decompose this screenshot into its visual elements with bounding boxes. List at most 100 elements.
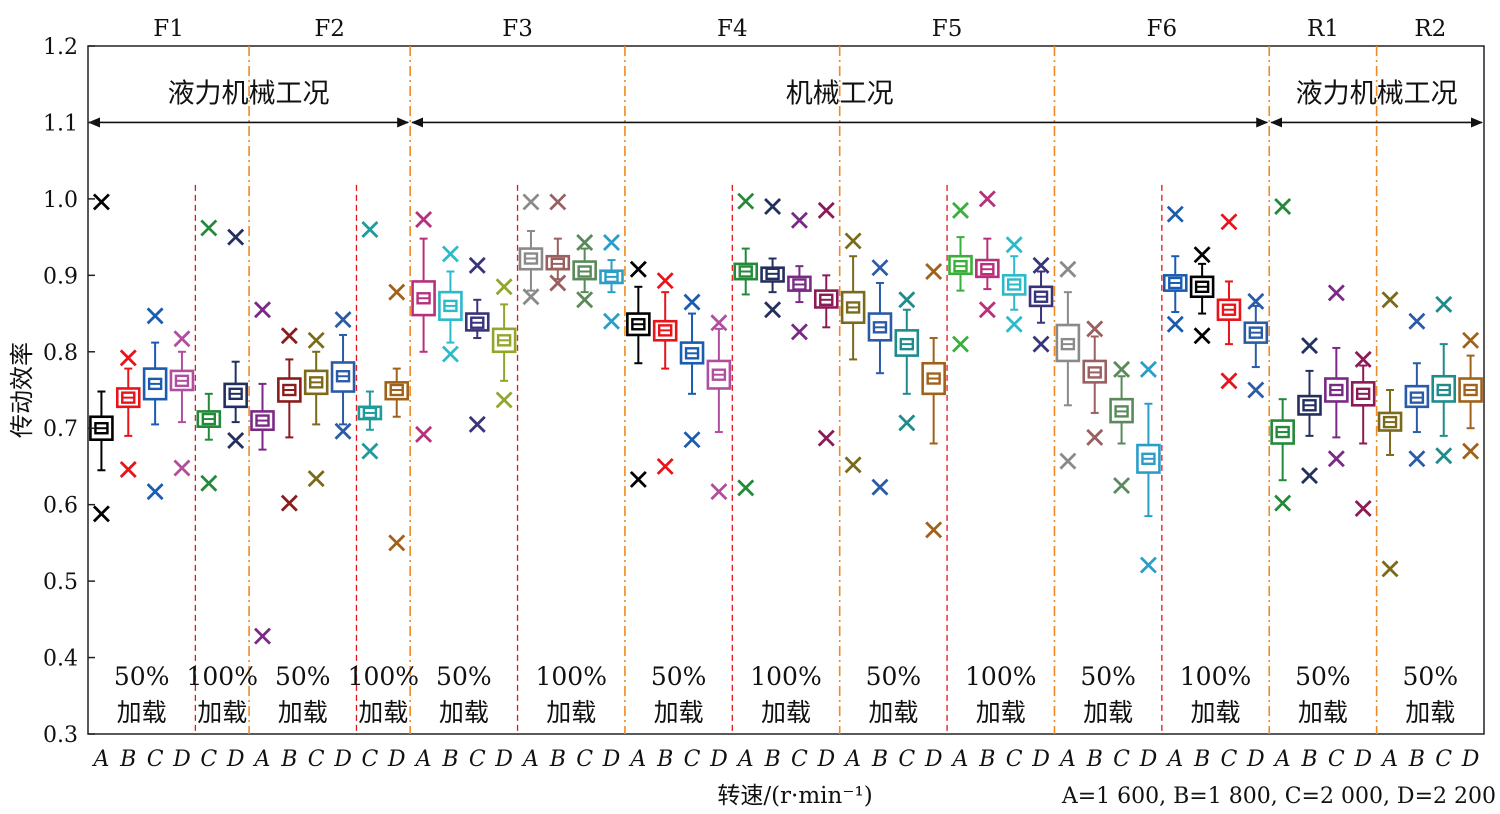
speed-tick-label: D — [1031, 747, 1050, 772]
outlier-high — [361, 220, 379, 238]
box-series — [89, 190, 1483, 645]
outlier-low — [952, 335, 969, 353]
outlier-low — [92, 505, 110, 523]
box-item — [1270, 198, 1295, 512]
box-item — [545, 193, 571, 292]
outlier-low — [1354, 499, 1372, 517]
outlier-low — [1113, 477, 1131, 495]
speed-tick-label: C — [308, 747, 325, 772]
outlier-high — [1354, 350, 1372, 368]
outlier-high — [1139, 360, 1157, 378]
load-percent-label: 50% — [436, 662, 492, 691]
speed-tick-label: D — [494, 747, 513, 772]
box-item — [867, 259, 893, 496]
box-item — [115, 349, 141, 478]
load-percent-label: 100% — [965, 662, 1036, 691]
load-labels: 50% 加载 100% 加载 50% 加载 100% 加载 50% 加载 100% 加载 50% 加载 10… — [114, 662, 1458, 727]
outlier-high — [898, 291, 916, 309]
box-item — [733, 192, 759, 497]
box-item — [169, 330, 195, 477]
box-item — [464, 256, 490, 433]
speed-tick-label: B — [978, 747, 995, 772]
outlier-high — [1462, 331, 1480, 349]
outlier-low — [1139, 556, 1157, 574]
y-tick-label: 1.0 — [43, 188, 78, 213]
outlier-high — [1381, 291, 1399, 309]
outlier-high — [1274, 198, 1292, 216]
speed-tick-label: C — [1113, 747, 1130, 772]
mode-label: 机械工况 — [786, 78, 894, 109]
speed-tick-label: C — [147, 747, 164, 772]
box-item — [894, 291, 920, 432]
speed-legend: A=1 600, B=1 800, C=2 000, D=2 200 — [1061, 784, 1496, 809]
speed-tick-label: A — [521, 747, 539, 772]
box-item — [384, 283, 410, 552]
outlier-high — [576, 233, 594, 251]
separator-lines — [194, 46, 1378, 734]
load-percent-label: 50% — [651, 662, 707, 691]
gear-label: F5 — [932, 16, 963, 42]
outlier-high — [146, 307, 164, 325]
box-item — [1082, 320, 1108, 446]
load-word-label: 加载 — [976, 698, 1026, 727]
speed-tick-label: C — [1221, 747, 1238, 772]
box-item — [1189, 246, 1215, 345]
outlier-low — [119, 461, 137, 478]
outlier-low — [1086, 428, 1104, 446]
outlier-high — [254, 301, 271, 319]
speed-tick-label: C — [1435, 747, 1452, 772]
outlier-high — [978, 190, 996, 208]
outlier-low — [1435, 447, 1453, 465]
speed-tick-label: D — [226, 747, 245, 772]
outlier-low — [1193, 327, 1211, 345]
y-tick-label: 0.7 — [43, 417, 78, 442]
outlier-low — [280, 494, 298, 512]
speed-tick-label: A — [414, 747, 432, 772]
speed-tick-label: B — [871, 747, 888, 772]
outlier-high — [119, 349, 137, 367]
speed-tick-label: B — [280, 747, 297, 772]
y-tick-label: 0.8 — [43, 341, 78, 366]
outlier-high — [280, 327, 298, 345]
outlier-low — [1327, 450, 1345, 468]
box-item — [1216, 213, 1242, 390]
speed-tick-label: C — [361, 747, 378, 772]
load-percent-label: 100% — [535, 662, 606, 691]
speed-tick-label: D — [816, 747, 835, 772]
speed-tick-label: B — [763, 747, 780, 772]
outlier-high — [200, 219, 218, 237]
outlier-high — [415, 211, 433, 229]
box-item — [760, 198, 785, 319]
gear-label: F1 — [153, 16, 184, 42]
outlier-high — [227, 228, 245, 246]
box-item — [679, 293, 705, 449]
speed-tick-label: C — [1006, 747, 1023, 772]
y-tick-label: 0.6 — [43, 494, 78, 519]
outlier-high — [629, 260, 647, 278]
speed-tick-label: A — [91, 747, 109, 772]
box-item — [1458, 331, 1483, 460]
box-item — [142, 307, 168, 501]
outlier-high — [334, 311, 352, 329]
outlier-low — [173, 459, 191, 477]
speed-tick-label: A — [951, 747, 969, 772]
speed-tick-label: A — [736, 747, 754, 772]
box-item — [330, 311, 356, 440]
speed-tick-label: D — [1353, 747, 1372, 772]
outlier-low — [1274, 494, 1292, 512]
speed-tick-label: B — [1193, 747, 1210, 772]
box-item — [277, 327, 302, 512]
box-item — [626, 260, 651, 488]
load-percent-label: 50% — [866, 662, 922, 691]
outlier-high — [441, 245, 459, 263]
speed-tick-label: B — [1086, 747, 1103, 772]
outlier-high — [656, 272, 674, 290]
speed-tick-label: A — [628, 747, 646, 772]
box-item — [652, 272, 678, 475]
speed-tick-label: D — [602, 747, 621, 772]
outlier-low — [603, 312, 620, 330]
outlier-high — [1086, 320, 1104, 338]
plot-frame — [87, 45, 1485, 735]
box-item — [89, 193, 114, 523]
